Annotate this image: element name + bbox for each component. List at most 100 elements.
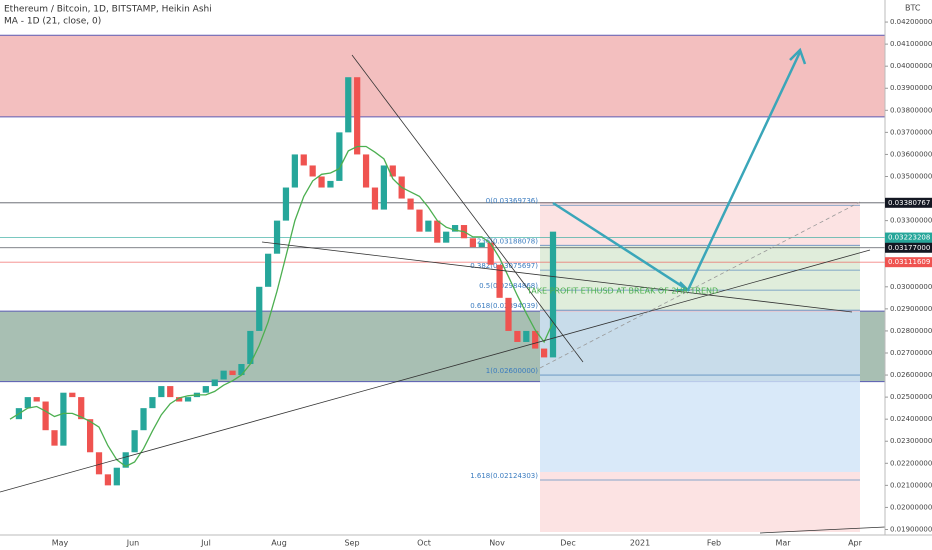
arrow-head xyxy=(676,281,691,291)
candle xyxy=(469,238,477,248)
fib-label: 0.5(0.02984868) xyxy=(479,282,538,290)
price-badge xyxy=(885,232,932,243)
candle xyxy=(78,397,85,420)
x-tick-label: Oct xyxy=(417,539,431,548)
candle xyxy=(104,474,112,486)
y-tick-label: 0.02100000 xyxy=(890,481,932,489)
candle xyxy=(451,225,459,232)
fib-label: 1.618(0.02124303) xyxy=(470,472,538,480)
candle xyxy=(309,165,316,177)
candle xyxy=(514,330,521,342)
price-badge xyxy=(885,257,932,268)
indicator-label: MA - 1D (21, close, 0) xyxy=(4,17,101,27)
candle xyxy=(60,392,67,446)
y-tick-label: 0.02400000 xyxy=(890,415,932,423)
candle xyxy=(113,467,120,486)
candle xyxy=(69,392,76,398)
moving-average xyxy=(9,145,554,468)
candle xyxy=(345,77,352,133)
candle xyxy=(407,198,414,210)
x-tick-label: Mar xyxy=(775,539,791,548)
y-tick-label: 0.02700000 xyxy=(890,349,932,357)
price-badge-label: 0.03111609 xyxy=(888,258,930,266)
candle xyxy=(247,330,254,365)
price-badge xyxy=(885,197,932,208)
candle xyxy=(425,220,432,232)
candle xyxy=(95,452,103,475)
candle xyxy=(273,220,281,254)
y-tick-label: 0.02900000 xyxy=(890,305,932,313)
fib-label: 1(0.02600000) xyxy=(486,367,538,375)
x-tick-label: Aug xyxy=(271,539,287,548)
candle xyxy=(86,419,94,453)
candle xyxy=(336,132,343,181)
candle xyxy=(434,220,441,243)
y-tick-label: 0.03800000 xyxy=(890,106,932,114)
candle xyxy=(33,397,40,402)
candle xyxy=(389,165,396,177)
candle xyxy=(443,231,450,243)
candle xyxy=(478,242,485,248)
x-tick-label: Apr xyxy=(848,539,863,548)
candle xyxy=(149,397,156,409)
y-tick-label: 0.03000000 xyxy=(890,283,932,291)
x-tick-label: Sep xyxy=(344,539,359,548)
candle xyxy=(505,297,512,331)
candle xyxy=(265,253,272,287)
candle xyxy=(300,154,307,166)
x-tick-label: Jul xyxy=(200,539,211,548)
candle xyxy=(42,401,49,431)
y-tick-label: 0.04100000 xyxy=(890,40,932,48)
candle xyxy=(416,209,423,232)
candle xyxy=(202,386,209,393)
x-tick-label: Dec xyxy=(560,539,575,548)
grid: 0(0.03369736) 0.236(0.03188078) 0.382(0.03… xyxy=(0,197,885,481)
y-tick-label: 0.03700000 xyxy=(890,128,932,136)
candle xyxy=(496,264,503,298)
fib-blue-box xyxy=(540,312,860,472)
y-tick-label: 0.02300000 xyxy=(890,437,932,445)
candle xyxy=(523,330,530,342)
trend-line xyxy=(0,249,871,493)
fib-label: 0.618(0.02894039) xyxy=(470,302,538,310)
y-tick-label: 0.02000000 xyxy=(890,503,932,511)
candle xyxy=(122,452,129,468)
y-tick-label: 0.02800000 xyxy=(890,327,932,335)
candle xyxy=(487,242,494,265)
candle xyxy=(229,370,236,376)
candle xyxy=(371,187,379,210)
y-tick-label: 0.04200000 xyxy=(890,18,932,26)
y-tick-label: 0.02200000 xyxy=(890,459,932,467)
trend-line xyxy=(261,241,853,313)
fib-bottom-box xyxy=(540,472,860,532)
candle xyxy=(184,397,192,402)
y-tick-label: 0.03900000 xyxy=(890,84,932,92)
trend-line xyxy=(759,526,886,534)
candle xyxy=(549,231,557,358)
candle xyxy=(540,348,548,358)
zone xyxy=(0,35,885,117)
candle xyxy=(282,187,290,221)
x-tick-label: Jun xyxy=(126,539,140,548)
price-badge-label: 0.03380767 xyxy=(888,199,930,207)
y-tick-label: 0.03300000 xyxy=(890,217,932,225)
y-tick-label: 0.01900000 xyxy=(890,525,932,533)
candle xyxy=(291,154,298,188)
candle xyxy=(380,165,387,210)
candle xyxy=(211,379,218,387)
y-tick-label: 0.03600000 xyxy=(890,150,932,158)
candle xyxy=(256,286,263,331)
unit-label: BTC xyxy=(905,4,921,13)
annotation: TAKE PROFIT ETHUSD AT BREAK OF 2HR TREND xyxy=(526,287,718,296)
plot xyxy=(9,77,557,486)
candle xyxy=(354,77,361,155)
candle xyxy=(176,397,183,402)
candle xyxy=(51,430,58,446)
candle xyxy=(327,180,334,188)
candle xyxy=(167,386,174,398)
fib-label: 0(0.03369736) xyxy=(486,197,538,205)
y-tick-label: 0.04000000 xyxy=(890,62,932,70)
fib-label: 0.382(0.03075697) xyxy=(470,262,538,270)
